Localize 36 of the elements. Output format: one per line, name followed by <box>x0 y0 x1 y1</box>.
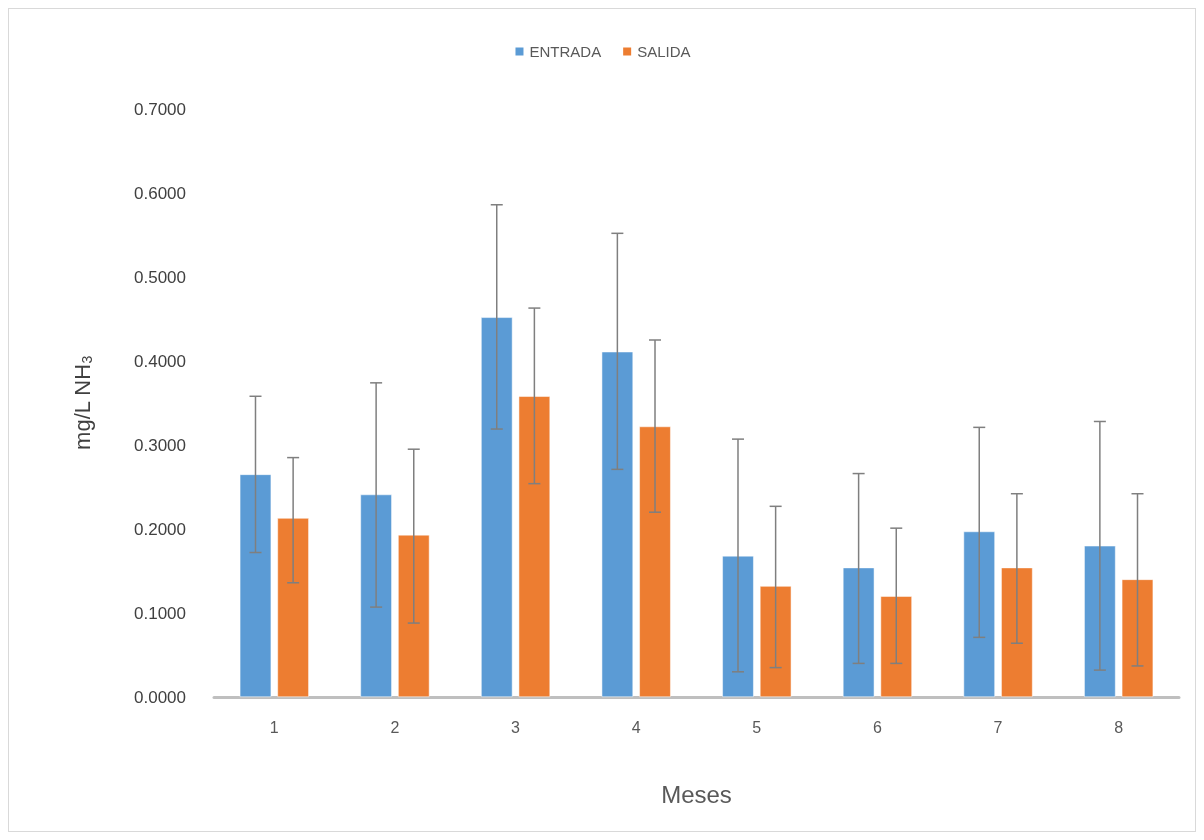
x-tick-label: 7 <box>993 718 1003 736</box>
y-tick-label: 0.4000 <box>134 351 186 371</box>
x-tick-label: 8 <box>1114 718 1124 736</box>
bar <box>360 494 392 697</box>
x-tick-label: 4 <box>631 718 641 736</box>
y-tick-label: 0.5000 <box>134 267 186 287</box>
bar <box>277 518 309 697</box>
bar <box>722 555 754 697</box>
x-tick-label: 3 <box>511 718 521 736</box>
bar <box>963 531 995 697</box>
bar <box>1084 545 1116 697</box>
x-tick-label: 5 <box>752 718 762 736</box>
bar <box>1001 567 1033 697</box>
y-tick-label: 0.0000 <box>134 687 186 707</box>
y-tick-label: 0.7000 <box>134 99 186 119</box>
bar <box>639 426 671 697</box>
x-axis-title: Meses <box>661 780 732 808</box>
bar <box>481 317 513 697</box>
y-tick-label: 0.2000 <box>134 519 186 539</box>
bar <box>398 534 430 697</box>
legend-label: ENTRADA <box>529 43 602 60</box>
x-tick-label: 2 <box>390 718 400 736</box>
y-tick-label: 0.1000 <box>134 603 186 623</box>
bar <box>759 586 792 697</box>
bar <box>880 596 912 697</box>
y-axis-title: mg/L NH3 <box>69 355 95 450</box>
bar <box>518 396 551 697</box>
y-tick-label: 0.3000 <box>134 435 186 455</box>
bar <box>842 567 875 697</box>
x-tick-label: 6 <box>872 718 882 736</box>
bar <box>601 351 634 697</box>
legend-label: SALIDA <box>637 43 691 60</box>
y-tick-label: 0.6000 <box>134 183 186 203</box>
bar <box>239 474 272 697</box>
bar <box>1121 579 1154 697</box>
x-tick-label: 1 <box>269 718 279 736</box>
